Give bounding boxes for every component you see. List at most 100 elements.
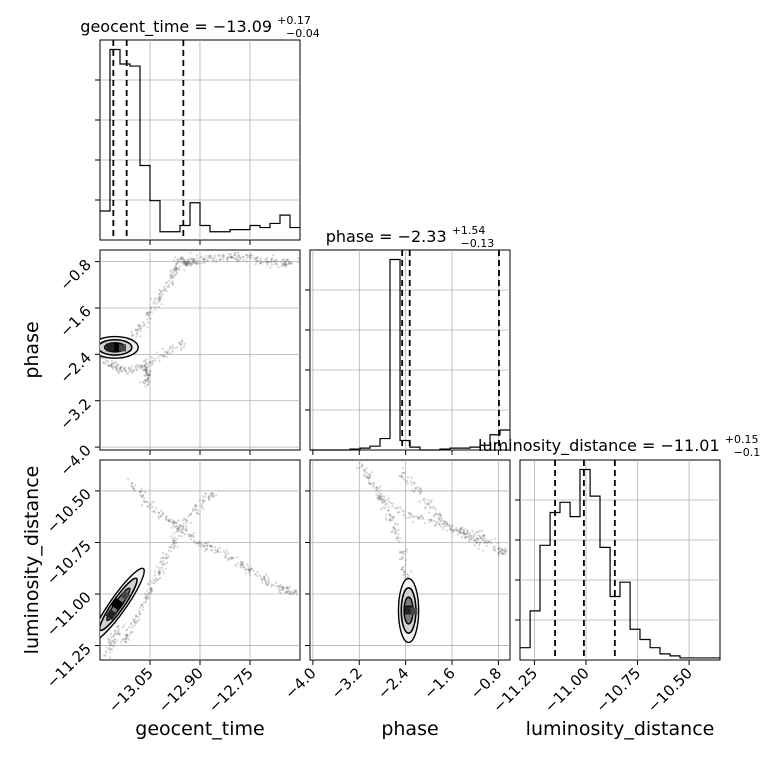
sample-point (142, 321, 145, 324)
sample-point (135, 615, 138, 618)
sample-point (258, 262, 261, 265)
sample-point (194, 542, 197, 545)
sample-point (150, 363, 153, 367)
sample-point (476, 541, 479, 544)
sample-point (183, 533, 186, 536)
tick-label-phase: −0.8 (56, 256, 94, 294)
sample-point (204, 493, 207, 496)
sample-point (460, 527, 463, 530)
density-contours (397, 577, 420, 644)
sample-point (242, 259, 245, 262)
sample-point (153, 570, 156, 574)
sample-point (118, 368, 122, 371)
sample-point (158, 288, 161, 291)
sample-point (153, 357, 156, 360)
sample-point (200, 261, 203, 264)
tick-label-luminosity_distance: −11.00 (541, 664, 593, 716)
sample-point (170, 276, 173, 279)
sample-point (230, 256, 233, 259)
sample-point (376, 486, 379, 489)
sample-point (191, 508, 194, 511)
sample-point (419, 515, 422, 518)
sample-point (279, 589, 282, 592)
sample-point (174, 521, 177, 524)
sample-point (149, 306, 153, 309)
sample-point (175, 541, 178, 544)
sample-point (130, 485, 133, 488)
sample-point (198, 540, 201, 543)
sample-point (497, 551, 500, 554)
sample-point (467, 534, 470, 537)
sample-point (173, 521, 176, 524)
sample-point (119, 367, 122, 370)
sample-point (411, 520, 414, 523)
sample-point (286, 590, 290, 594)
sample-point (464, 535, 467, 539)
sample-point (170, 282, 173, 285)
sample-point (158, 299, 161, 302)
sample-point (481, 549, 484, 552)
sample-point (151, 362, 155, 365)
sample-point (105, 359, 108, 362)
sample-point (150, 356, 153, 359)
sample-point (281, 588, 285, 591)
sample-point (369, 474, 372, 477)
sample-point (185, 262, 188, 265)
sample-point (249, 254, 253, 257)
sample-point (438, 512, 442, 515)
sample-point (139, 491, 142, 494)
density-block (106, 343, 115, 352)
sample-point (403, 570, 406, 573)
sample-point (158, 573, 161, 576)
sample-point (260, 578, 263, 581)
sample-point (177, 527, 180, 531)
sample-point (138, 367, 141, 370)
sample-point (292, 590, 295, 593)
sample-point (380, 499, 383, 502)
sample-point (141, 366, 144, 369)
sample-point (135, 335, 138, 338)
sample-point (214, 551, 217, 554)
tick-label-luminosity_distance: −10.75 (43, 537, 95, 589)
sample-point (162, 563, 165, 566)
sample-point (107, 364, 110, 367)
sample-point (465, 536, 468, 539)
sample-point (390, 531, 393, 534)
sample-point (256, 255, 259, 258)
sample-point (498, 547, 501, 551)
sample-point (203, 260, 206, 263)
sample-point (487, 539, 490, 542)
sample-point (146, 372, 149, 375)
sample-point (276, 260, 279, 263)
sample-point (465, 532, 469, 536)
sample-point (132, 488, 135, 491)
sample-point (401, 509, 404, 512)
sample-point (230, 255, 234, 258)
sample-point (401, 475, 404, 478)
sample-point (144, 594, 147, 598)
sample-point (117, 631, 120, 634)
sample-point (174, 268, 177, 271)
sample-point (130, 622, 133, 625)
sample-point (404, 559, 407, 562)
sample-point (156, 578, 159, 582)
sample-point (208, 496, 211, 499)
tick-label-luminosity_distance: −10.75 (592, 664, 644, 716)
tick-label-phase: −3.2 (56, 395, 94, 433)
sample-point (184, 260, 187, 263)
sample-point (297, 257, 300, 260)
sample-point (443, 522, 446, 526)
sample-point (176, 527, 180, 530)
sample-point (380, 492, 383, 495)
sample-point (403, 570, 406, 573)
sample-point (378, 497, 381, 500)
sample-point (236, 562, 240, 565)
sample-point (476, 537, 479, 541)
sample-point (159, 571, 162, 574)
sample-point (143, 500, 146, 503)
sample-point (478, 542, 481, 545)
sample-point (182, 258, 185, 261)
sample-point (137, 609, 141, 613)
sample-point (206, 257, 209, 260)
sample-point (289, 591, 292, 594)
